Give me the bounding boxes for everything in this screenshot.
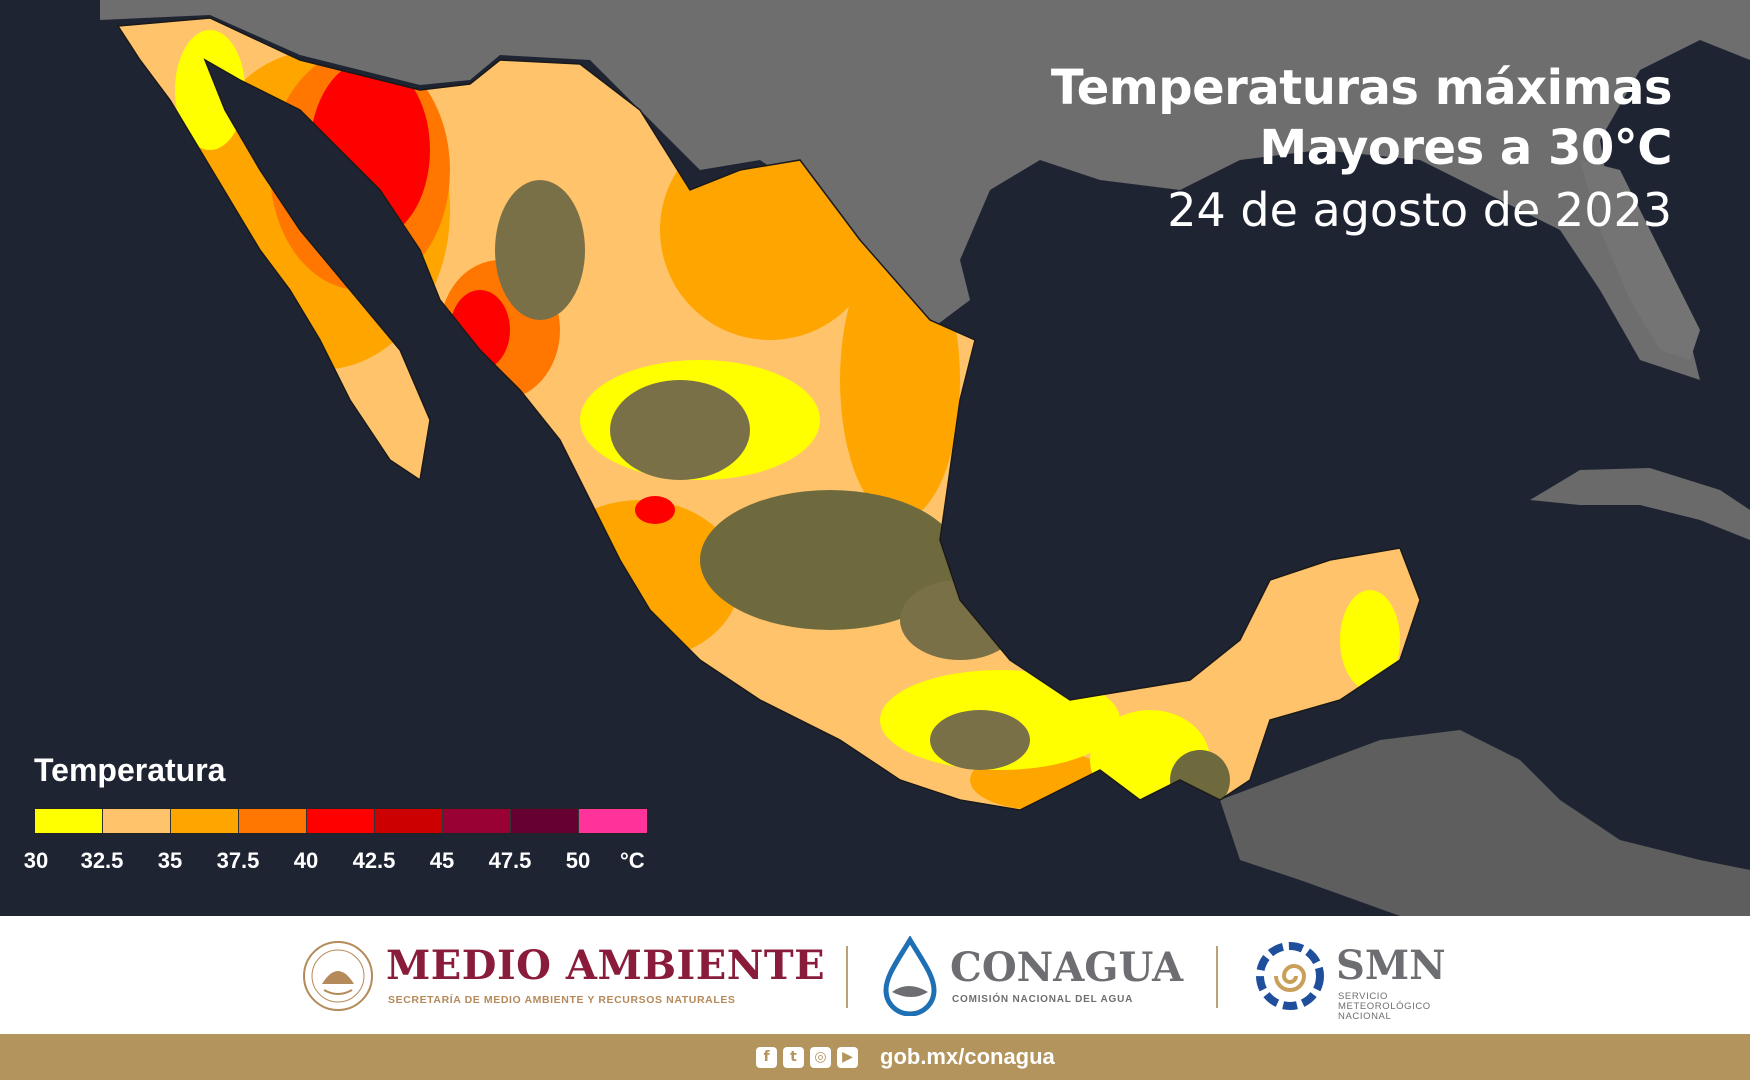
- legend-swatch: [511, 809, 579, 833]
- smn-subtitle-line: NACIONAL: [1338, 1011, 1392, 1022]
- smn-subtitle: SERVICIO METEOROLÓGICO NACIONAL: [1338, 992, 1458, 1022]
- semarnat-name: MEDIO AMBIENTE: [386, 942, 826, 989]
- legend-ticks: 30 32.5 35 37.5 40 42.5 45 47.5 50: [0, 848, 700, 878]
- legend-tick-label: 45: [429, 848, 455, 873]
- footer-bar: f t ◎ ▶ gob.mx/conagua: [0, 1034, 1750, 1080]
- legend-title: Temperatura: [34, 752, 226, 788]
- legend-tick-label: 30: [23, 848, 49, 873]
- legend-color-bar: [34, 808, 648, 834]
- legend-swatch: [443, 809, 511, 833]
- footer-url-link[interactable]: gob.mx/conagua: [880, 1044, 1055, 1069]
- legend-tick-label: 32.5: [80, 848, 124, 873]
- instagram-icon[interactable]: ◎: [810, 1046, 831, 1068]
- legend-swatch: [307, 809, 375, 833]
- legend-swatch: [375, 809, 443, 833]
- logo-strip: MEDIO AMBIENTE SECRETARÍA DE MEDIO AMBIE…: [0, 916, 1750, 1034]
- conagua-subtitle: COMISIÓN NACIONAL DEL AGUA: [952, 994, 1134, 1005]
- legend-tick-label: 50: [565, 848, 591, 873]
- legend-tick-label: 35: [157, 848, 183, 873]
- map-date: 24 de agosto de 2023: [1167, 183, 1672, 237]
- florida-landmass: [1580, 160, 1700, 360]
- smn-name: SMN: [1336, 942, 1446, 989]
- facebook-icon[interactable]: f: [756, 1046, 777, 1068]
- logo-divider: [1216, 946, 1218, 1008]
- conagua-logo: CONAGUA COMISIÓN NACIONAL DEL AGUA: [878, 934, 1198, 1018]
- cuba-island: [1530, 468, 1750, 540]
- legend-tick-label: 37.5: [216, 848, 260, 873]
- map-canvas: [100, 0, 1750, 916]
- map-title: Temperaturas máximas: [1050, 60, 1673, 116]
- smn-subtitle-line: METEOROLÓGICO: [1338, 1001, 1431, 1012]
- logo-divider: [846, 946, 848, 1008]
- semarnat-logo: MEDIO AMBIENTE SECRETARÍA DE MEDIO AMBIE…: [300, 934, 825, 1018]
- legend-swatch: [171, 809, 239, 833]
- map-title-block: Temperaturas máximas Mayores a 30°C 24 d…: [1050, 58, 1673, 242]
- semarnat-subtitle: SECRETARÍA DE MEDIO AMBIENTE Y RECURSOS …: [388, 994, 736, 1006]
- legend-swatch: [35, 809, 103, 833]
- legend-tick-label: 47.5: [488, 848, 532, 873]
- smn-spiral-icon: [1256, 942, 1324, 1010]
- youtube-icon[interactable]: ▶: [837, 1046, 858, 1068]
- smn-logo: SMN SERVICIO METEOROLÓGICO NACIONAL: [1250, 934, 1480, 1022]
- footer-content: f t ◎ ▶ gob.mx/conagua: [756, 1042, 1055, 1072]
- legend-swatch: [103, 809, 171, 833]
- twitter-icon[interactable]: t: [783, 1046, 804, 1068]
- legend-swatch: [579, 809, 647, 833]
- legend-tick-label: 42.5: [352, 848, 396, 873]
- smn-subtitle-line: SERVICIO: [1338, 991, 1389, 1002]
- legend-unit: °C: [620, 848, 645, 873]
- usa-landmass: [100, 0, 1750, 380]
- legend-tick-label: 40: [293, 848, 319, 873]
- central-america-landmass: [1220, 730, 1750, 916]
- map-subtitle: Mayores a 30°C: [1259, 120, 1672, 176]
- legend-swatch: [239, 809, 307, 833]
- conagua-name: CONAGUA: [950, 944, 1184, 991]
- temperature-map: Temperaturas máximas Mayores a 30°C 24 d…: [0, 0, 1750, 916]
- conagua-drop-icon: [883, 936, 937, 1016]
- mexico-coat-of-arms-icon: [303, 941, 373, 1011]
- temperature-legend: Temperatura 30 32.5 35 37.5 40 42.5 45 47.5 50 °…: [0, 752, 700, 882]
